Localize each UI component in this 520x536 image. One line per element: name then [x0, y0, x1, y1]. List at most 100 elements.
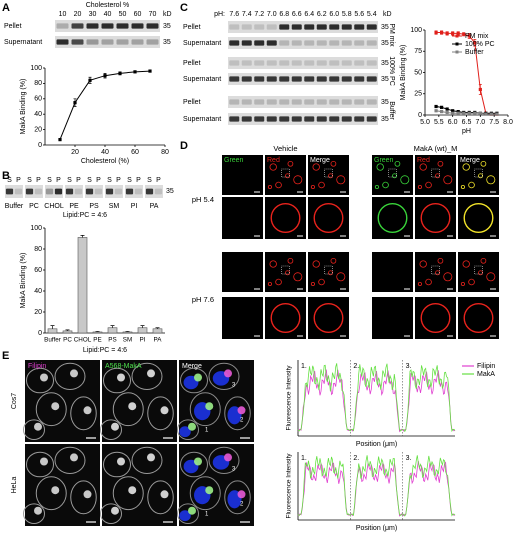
lane-label: 30: [89, 11, 97, 18]
cluster: [34, 422, 42, 431]
y-tick-label: 60: [34, 96, 42, 103]
gel-strip: [65, 185, 83, 198]
marker-label: 35: [166, 188, 174, 195]
data-point: [495, 112, 499, 116]
x-tick-label: 20: [71, 149, 79, 156]
cell-outline: [189, 476, 221, 511]
x-tick-label: PI: [140, 337, 146, 344]
lane-label: 5.8: [342, 11, 352, 18]
data-point: [478, 111, 482, 115]
gel-band: [241, 99, 252, 105]
gel-row-label: Supernatant: [183, 76, 221, 83]
vesicle: [287, 160, 294, 167]
vesicle: [267, 184, 272, 190]
vesicle: [330, 257, 337, 264]
gel-band: [241, 40, 252, 46]
gel-band: [341, 99, 352, 105]
gel-band: [65, 188, 74, 195]
lane-label: 7.6: [229, 11, 239, 18]
gel-band: [316, 99, 327, 105]
gel-row-label: Supernatant: [183, 116, 221, 123]
cell-outline: [35, 392, 67, 427]
cell-outline: [70, 396, 97, 431]
y-tick-label: 100: [30, 65, 42, 72]
lane-label: S: [147, 177, 152, 184]
gel-band: [254, 24, 265, 30]
data-point: [440, 110, 444, 114]
marker-label: 35: [381, 24, 389, 31]
cluster: [188, 506, 196, 515]
group-label: PC: [29, 203, 39, 210]
gel-band: [254, 99, 265, 105]
error-bar: [80, 235, 85, 238]
gel-band: [134, 188, 143, 195]
lane-label: P: [16, 177, 21, 184]
vesicle: [437, 160, 444, 167]
cell-outline: [112, 476, 144, 511]
channel-label: Green: [224, 157, 244, 164]
lane-label: S: [127, 177, 132, 184]
gel-strip: [25, 185, 43, 198]
bar: [152, 328, 163, 334]
lane-label: 6.0: [329, 11, 339, 18]
cell-outline: [208, 362, 240, 391]
x-axis-label: Position (μm): [356, 525, 397, 532]
marker-label: 35: [381, 116, 389, 123]
gel-band: [266, 60, 277, 66]
cluster: [224, 453, 232, 462]
kd-label: kD: [163, 11, 172, 18]
lane-label: 60: [134, 11, 142, 18]
micrograph: [222, 297, 263, 339]
cell-mark: 3: [232, 467, 236, 473]
data-line: [59, 70, 151, 140]
lane-label: P: [156, 177, 161, 184]
vesicle: [318, 181, 325, 189]
gel-band: [329, 76, 340, 82]
vesicle: [419, 163, 427, 171]
gel-band: [304, 24, 315, 30]
kd-label: kD: [383, 11, 392, 18]
cell-outline: [35, 476, 67, 511]
cell-mark: 1: [205, 428, 209, 434]
y-tick-label: 0: [38, 330, 42, 337]
vesicle: [468, 181, 475, 189]
x-tick-label: 40: [101, 149, 109, 156]
cluster: [83, 490, 92, 499]
gel-strip: [85, 185, 103, 198]
cluster: [147, 369, 155, 378]
cell-mark: 1: [205, 512, 209, 518]
gel-band: [329, 24, 340, 30]
group-label: PA: [150, 203, 159, 210]
data-point: [58, 138, 62, 142]
data-point: [148, 69, 152, 73]
gel-band: [341, 76, 352, 82]
gel-band: [329, 60, 340, 66]
panel-label: A: [2, 2, 10, 14]
y-tick-label: 20: [34, 309, 42, 316]
x-tick-label: Buffer: [44, 337, 61, 344]
gel-band: [291, 76, 302, 82]
lane-label: 6.2: [317, 11, 327, 18]
vesicle: [293, 175, 303, 185]
gel-band: [125, 188, 134, 195]
gel-band: [279, 76, 290, 82]
panel-label: D: [180, 140, 188, 152]
micrograph: [372, 252, 413, 292]
y-tick-label: 0: [38, 142, 42, 149]
lane-label: P: [56, 177, 61, 184]
gel-band: [304, 60, 315, 66]
group-label: Buffer: [5, 203, 24, 210]
gel-band: [71, 23, 84, 29]
y-tick-label: 100: [30, 225, 42, 232]
gel-band: [291, 40, 302, 46]
y-tick-label: 0: [418, 112, 422, 119]
cluster: [224, 369, 232, 378]
vesicle: [270, 303, 301, 333]
gel-band: [131, 23, 144, 29]
data-point: [473, 41, 477, 45]
region-label: 3.: [406, 455, 412, 462]
gel-band: [105, 188, 114, 195]
gel-band: [229, 24, 240, 30]
